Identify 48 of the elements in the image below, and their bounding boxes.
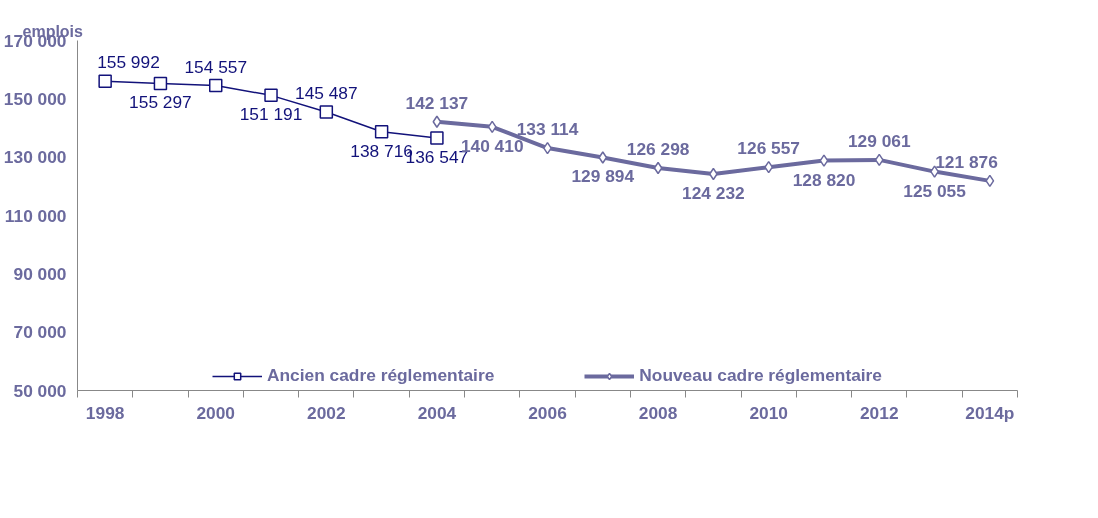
point bbox=[708, 167, 718, 181]
data-label: 124 232 bbox=[682, 182, 745, 203]
point bbox=[764, 160, 774, 174]
x-tick-label: 2014p bbox=[965, 402, 1015, 423]
y-tick-label: 90 000 bbox=[13, 263, 67, 284]
y-tick-label: 150 000 bbox=[3, 88, 67, 109]
data-label: 142 137 bbox=[405, 92, 469, 113]
data-label: 126 557 bbox=[737, 138, 800, 159]
data-label: 129 894 bbox=[571, 166, 635, 187]
legend-label: Nouveau cadre réglementaire bbox=[639, 365, 882, 386]
y-tick-label: 110 000 bbox=[4, 205, 67, 226]
data-label: 128 820 bbox=[792, 169, 856, 190]
x-tick-label: 2002 bbox=[307, 402, 346, 423]
data-label: 129 061 bbox=[847, 130, 911, 151]
point bbox=[874, 153, 884, 167]
data-label: 155 297 bbox=[129, 92, 192, 113]
y-tick-label: 130 000 bbox=[3, 147, 67, 168]
data-label: 145 487 bbox=[295, 83, 358, 103]
x-tick-label: 2006 bbox=[528, 402, 568, 423]
point bbox=[985, 174, 995, 188]
point bbox=[264, 88, 278, 103]
data-label: 155 992 bbox=[97, 52, 160, 73]
point bbox=[374, 124, 389, 139]
point bbox=[208, 78, 223, 93]
point bbox=[487, 120, 497, 134]
data-label: 133 114 bbox=[516, 119, 579, 140]
x-tick-label: 2010 bbox=[749, 402, 788, 423]
point bbox=[598, 151, 608, 164]
legend-label: Ancien cadre réglementaire bbox=[267, 365, 495, 386]
data-label: 121 876 bbox=[935, 151, 999, 172]
point bbox=[819, 154, 829, 167]
data-label: 154 557 bbox=[184, 56, 248, 77]
point bbox=[653, 161, 663, 175]
point bbox=[432, 115, 442, 129]
point bbox=[430, 131, 444, 145]
x-tick-label: 2012 bbox=[859, 402, 899, 423]
y-tick-label: 70 000 bbox=[13, 322, 67, 343]
data-label: 126 298 bbox=[626, 138, 690, 159]
x-tick-label: 2000 bbox=[196, 402, 236, 423]
data-label: 151 191 bbox=[239, 104, 303, 125]
y-tick-label: 50 000 bbox=[13, 380, 67, 401]
point bbox=[319, 105, 334, 119]
x-tick-label: 2008 bbox=[638, 402, 678, 423]
point bbox=[98, 74, 112, 89]
x-tick-label: 2004 bbox=[417, 402, 457, 423]
x-tick-label: 1998 bbox=[85, 402, 125, 423]
point bbox=[153, 76, 168, 91]
data-label: 125 055 bbox=[903, 180, 967, 201]
